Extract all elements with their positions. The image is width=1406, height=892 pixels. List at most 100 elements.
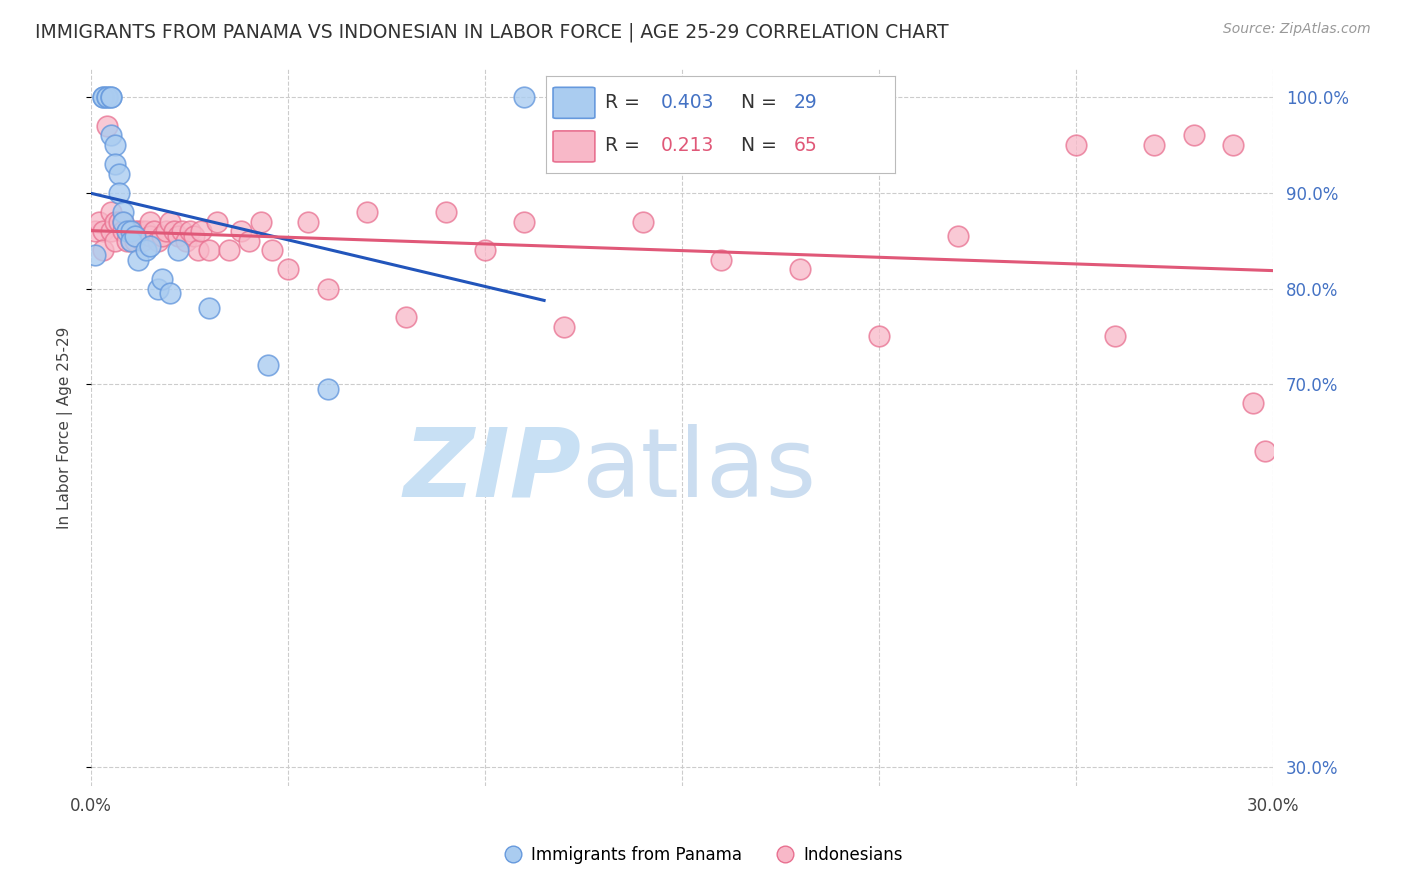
Point: [120, 224, 142, 238]
Point: [111, 224, 134, 238]
Point: [474, 244, 496, 258]
Point: [100, 224, 122, 238]
Point: [143, 224, 166, 238]
Point: [1143, 138, 1166, 153]
Point: [187, 244, 209, 258]
Point: [131, 234, 153, 248]
Point: [513, 214, 536, 228]
Point: [277, 262, 299, 277]
Text: IMMIGRANTS FROM PANAMA VS INDONESIAN IN LABOR FORCE | AGE 25-29 CORRELATION CHAR: IMMIGRANTS FROM PANAMA VS INDONESIAN IN …: [35, 22, 949, 42]
Point: [104, 234, 127, 248]
Point: [710, 252, 733, 267]
Point: [104, 138, 127, 153]
Point: [170, 224, 193, 238]
Point: [131, 224, 153, 238]
Point: [218, 244, 240, 258]
Point: [107, 167, 129, 181]
Point: [100, 90, 122, 104]
Point: [91, 90, 114, 104]
Point: [1241, 396, 1264, 410]
Point: [198, 244, 221, 258]
Point: [297, 214, 319, 228]
Point: [91, 90, 114, 104]
Point: [183, 229, 205, 244]
Point: [150, 229, 173, 244]
Text: ZIP: ZIP: [404, 424, 582, 516]
Point: [257, 358, 280, 372]
Point: [1064, 138, 1087, 153]
Point: [356, 205, 378, 219]
Point: [513, 90, 536, 104]
Point: [100, 128, 122, 143]
Point: [120, 224, 142, 238]
Point: [1222, 138, 1244, 153]
Point: [84, 224, 107, 238]
Point: [946, 229, 969, 244]
Point: [190, 224, 212, 238]
Point: [631, 214, 654, 228]
Point: [434, 205, 457, 219]
Point: [128, 252, 150, 267]
Point: [139, 214, 162, 228]
Point: [148, 282, 170, 296]
Text: atlas: atlas: [582, 424, 817, 516]
Point: [1254, 444, 1277, 458]
Point: [100, 90, 122, 104]
Y-axis label: In Labor Force | Age 25-29: In Labor Force | Age 25-29: [58, 326, 73, 529]
Point: [111, 214, 134, 228]
Point: [107, 214, 129, 228]
Point: [120, 234, 142, 248]
Point: [115, 224, 138, 238]
Point: [96, 90, 118, 104]
Point: [111, 214, 134, 228]
Point: [96, 119, 118, 133]
Point: [100, 205, 122, 219]
Point: [91, 224, 114, 238]
Point: [207, 214, 229, 228]
Point: [124, 224, 146, 238]
Point: [104, 214, 127, 228]
Point: [163, 224, 186, 238]
Point: [167, 229, 190, 244]
Point: [135, 224, 157, 238]
Text: Source: ZipAtlas.com: Source: ZipAtlas.com: [1223, 22, 1371, 37]
Point: [238, 234, 260, 248]
Point: [150, 272, 173, 286]
Point: [789, 262, 811, 277]
Point: [148, 234, 170, 248]
Point: [395, 310, 418, 325]
Point: [553, 319, 575, 334]
Point: [111, 205, 134, 219]
Point: [115, 224, 138, 238]
Point: [167, 244, 190, 258]
Point: [179, 224, 201, 238]
Point: [155, 224, 177, 238]
Point: [198, 301, 221, 315]
Point: [1104, 329, 1126, 343]
Point: [84, 248, 107, 262]
Point: [104, 157, 127, 171]
Point: [139, 238, 162, 252]
Point: [159, 286, 181, 301]
Point: [115, 234, 138, 248]
Point: [124, 234, 146, 248]
Point: [316, 282, 339, 296]
Point: [135, 244, 157, 258]
Legend: Immigrants from Panama, Indonesians: Immigrants from Panama, Indonesians: [496, 839, 910, 871]
Point: [124, 229, 146, 244]
Point: [107, 186, 129, 200]
Point: [229, 224, 252, 238]
Point: [1182, 128, 1205, 143]
Point: [96, 90, 118, 104]
Point: [87, 214, 110, 228]
Point: [139, 229, 162, 244]
Point: [120, 234, 142, 248]
Point: [91, 244, 114, 258]
Point: [128, 224, 150, 238]
Point: [868, 329, 890, 343]
Point: [316, 382, 339, 396]
Point: [174, 234, 197, 248]
Point: [262, 244, 284, 258]
Point: [249, 214, 271, 228]
Point: [159, 214, 181, 228]
